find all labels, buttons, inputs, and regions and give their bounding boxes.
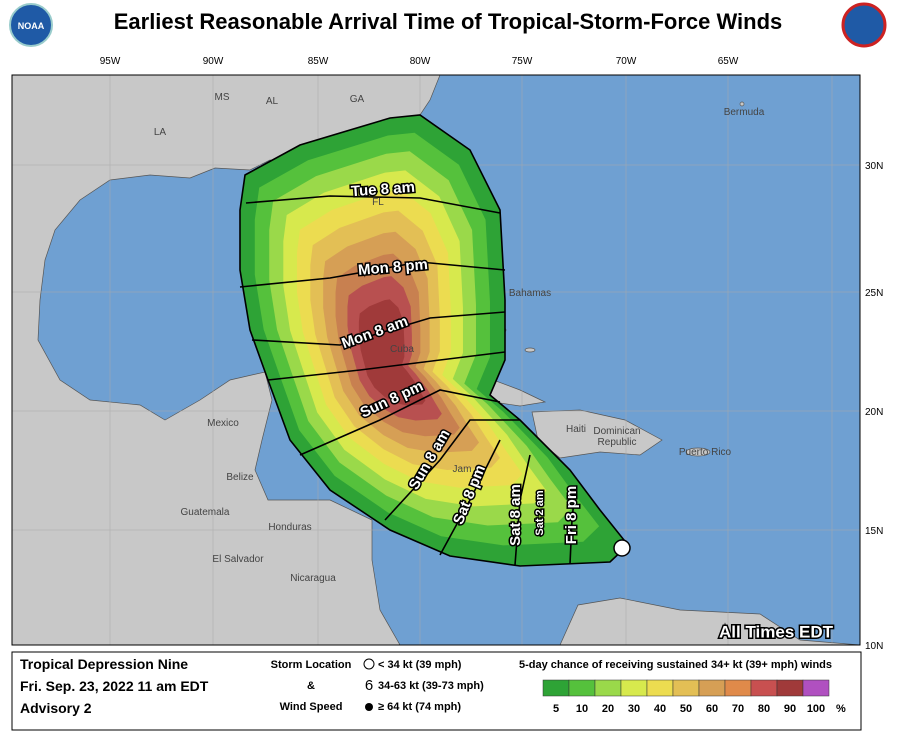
latitude-label: 30N	[865, 161, 883, 172]
symbol-label: 34-63 kt (39-73 mph)	[378, 680, 484, 692]
arrival-time-label: Fri 8 pm	[563, 486, 580, 544]
scale-swatch	[542, 679, 570, 697]
place-label: Jam	[453, 464, 472, 475]
scale-label: 5	[553, 703, 559, 715]
storm-location	[613, 539, 631, 557]
place-label: FL	[372, 197, 384, 208]
scale-title: 5-day chance of receiving sustained 34+ …	[519, 659, 832, 671]
longitude-label: 80W	[410, 56, 431, 67]
place-label: Haiti	[566, 424, 586, 435]
scale-swatch	[698, 679, 726, 697]
place-label: Nicaragua	[290, 573, 336, 584]
symbol-title: Wind Speed	[280, 701, 343, 713]
scale-label: 70	[732, 703, 744, 715]
latitude-label: 10N	[865, 641, 883, 652]
place-label: AL	[266, 96, 279, 107]
symbol-hurricane	[365, 703, 373, 711]
symbol-weak	[363, 658, 375, 670]
place-label: Honduras	[268, 522, 311, 533]
scale-label: 80	[758, 703, 770, 715]
percent-sign: %	[836, 703, 846, 715]
scale-label: 10	[576, 703, 588, 715]
scale-label: 50	[680, 703, 692, 715]
longitude-label: 70W	[616, 56, 637, 67]
title: Earliest Reasonable Arrival Time of Trop…	[114, 9, 783, 34]
place-label: Cuba	[390, 344, 414, 355]
place-labels: MS AL GA LA FL Bermuda Bahamas Cuba Mexico Haiti D…	[154, 92, 765, 584]
scale-swatch	[646, 679, 674, 697]
storm-info: Fri. Sep. 23, 2022 11 am EDT	[20, 678, 209, 694]
latitude-label: 25N	[865, 288, 883, 299]
logo-text: NOAA	[18, 21, 45, 31]
legend: 6 Tropical Depression Nine Fri. Sep. 23, …	[20, 656, 846, 716]
place-label: El Salvador	[212, 554, 264, 565]
longitude-label: 85W	[308, 56, 329, 67]
longitude-label: 65W	[718, 56, 739, 67]
place-label: MS	[215, 92, 230, 103]
storm-info: Tropical Depression Nine	[20, 656, 188, 672]
symbol-label: ≥ 64 kt (74 mph)	[378, 701, 461, 713]
place-label: Guatemala	[181, 507, 230, 518]
scale-label: 40	[654, 703, 666, 715]
symbol-ts: 6	[365, 677, 373, 694]
longitude-label: 95W	[100, 56, 121, 67]
scale-swatch	[672, 679, 700, 697]
latitude-labels: 30N 25N 20N 15N 10N	[865, 161, 883, 652]
place-label: Belize	[226, 472, 254, 483]
map-frame	[11, 74, 861, 646]
scale-swatch	[776, 679, 804, 697]
latitude-label: 15N	[865, 526, 883, 537]
place-label: GA	[350, 94, 365, 105]
symbol-title: Storm Location	[271, 659, 352, 671]
place-label: Puerto Rico	[679, 447, 732, 458]
place-label: Republic	[598, 437, 637, 448]
longitude-labels: 95W 90W 85W 80W 75W 70W 65W	[100, 56, 739, 67]
latitude-label: 20N	[865, 407, 883, 418]
noaa-logo	[9, 3, 53, 47]
time-note: All Times EDT	[719, 622, 834, 641]
scale-swatch	[724, 679, 752, 697]
scale-label: 20	[602, 703, 614, 715]
longitude-label: 75W	[512, 56, 533, 67]
scale-label: 100	[807, 703, 825, 715]
place-label: Mexico	[207, 418, 239, 429]
scale-label: 30	[628, 703, 640, 715]
symbol-title: &	[307, 680, 315, 692]
scale-swatch	[568, 679, 596, 697]
nws-logo	[841, 2, 887, 48]
storm-info: Advisory 2	[20, 700, 92, 716]
arrival-time-label: Sat 8 am	[507, 484, 524, 546]
place-label: Bermuda	[724, 107, 765, 118]
symbol-label: < 34 kt (39 mph)	[378, 659, 462, 671]
longitude-label: 90W	[203, 56, 224, 67]
scale-swatch	[620, 679, 648, 697]
place-label: Bahamas	[509, 288, 551, 299]
arrival-lines	[239, 114, 629, 567]
arrival-time-label: Sat 2 am	[534, 490, 546, 535]
scale-swatch	[594, 679, 622, 697]
map: MS AL GA LA FL Bermuda Bahamas Cuba Mexico Haiti D…	[12, 75, 860, 645]
place-label: Dominican	[593, 426, 640, 437]
scale-swatch	[750, 679, 778, 697]
place-label: LA	[154, 127, 167, 138]
scale-swatch	[802, 679, 830, 697]
scale-label: 60	[706, 703, 718, 715]
scale-label: 90	[784, 703, 796, 715]
